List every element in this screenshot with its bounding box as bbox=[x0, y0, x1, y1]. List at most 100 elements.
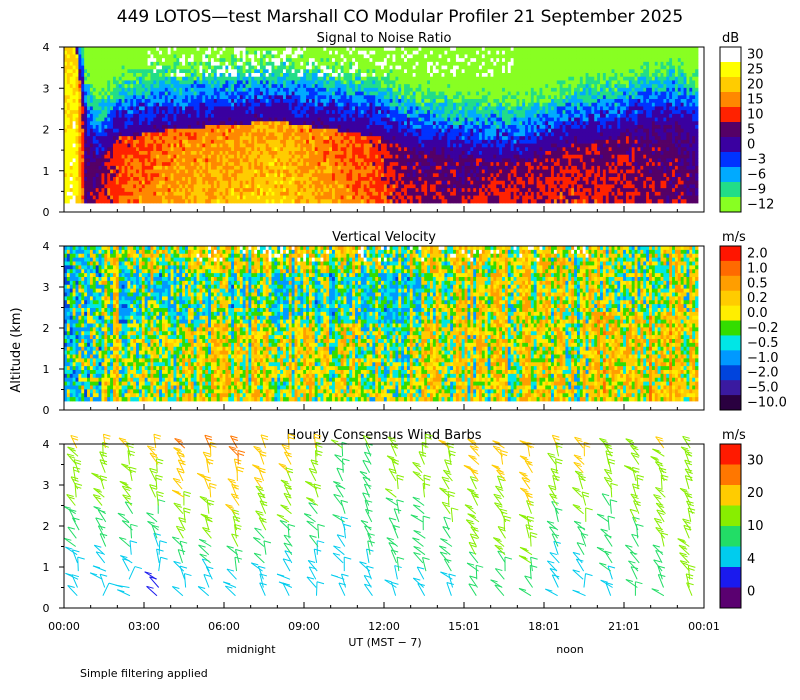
snr-cell bbox=[81, 191, 85, 196]
snr-cell bbox=[283, 47, 287, 52]
snr-cell bbox=[372, 191, 376, 196]
snr-cell bbox=[236, 121, 241, 126]
snr-cell bbox=[87, 132, 91, 137]
snr-cell bbox=[69, 50, 74, 55]
snr-cell bbox=[222, 191, 226, 196]
snr-cell bbox=[285, 199, 290, 204]
snr-cell bbox=[303, 54, 307, 59]
snr-cell bbox=[115, 165, 120, 170]
snr-cell bbox=[81, 106, 85, 111]
snr-cell bbox=[219, 143, 223, 148]
snr-cell bbox=[75, 180, 79, 185]
snr-cell bbox=[127, 191, 131, 196]
snr-cell bbox=[66, 61, 71, 66]
snr-cell bbox=[159, 76, 163, 81]
snr-cell bbox=[98, 162, 102, 167]
snr-cell bbox=[141, 65, 146, 70]
snr-cell bbox=[280, 184, 284, 189]
snr-cell bbox=[311, 121, 316, 126]
snr-cell bbox=[326, 132, 330, 137]
snr-cell bbox=[159, 165, 163, 170]
snr-cell bbox=[136, 99, 140, 104]
snr-cell bbox=[138, 61, 143, 66]
snr-cell bbox=[170, 58, 174, 63]
snr-cell bbox=[173, 73, 177, 78]
snr-cell bbox=[170, 106, 174, 111]
snr-cell bbox=[326, 91, 330, 96]
snr-cell bbox=[219, 106, 223, 111]
snr-cell bbox=[202, 54, 206, 59]
snr-cell bbox=[92, 73, 97, 78]
snr-cell bbox=[268, 125, 272, 130]
snr-cell bbox=[202, 61, 206, 66]
snr-cell bbox=[130, 47, 134, 52]
snr-cell bbox=[193, 84, 197, 89]
snr-cell bbox=[167, 165, 172, 170]
snr-cell bbox=[248, 184, 252, 189]
snr-cell bbox=[277, 113, 281, 118]
snr-cell bbox=[332, 65, 336, 70]
snr-cell bbox=[283, 110, 287, 115]
snr-cell bbox=[236, 58, 241, 63]
snr-cell bbox=[381, 113, 385, 118]
snr-cell bbox=[208, 136, 212, 141]
snr-cell bbox=[340, 84, 344, 89]
snr-cell bbox=[170, 143, 174, 148]
snr-cell bbox=[381, 173, 385, 178]
snr-cell bbox=[153, 169, 157, 174]
snr-cell bbox=[271, 173, 275, 178]
snr-cell bbox=[101, 76, 105, 81]
snr-cell bbox=[124, 184, 128, 189]
snr-cell bbox=[72, 65, 76, 70]
snr-cell bbox=[185, 132, 189, 137]
snr-cell bbox=[208, 139, 212, 144]
snr-cell bbox=[349, 54, 353, 59]
snr-cell bbox=[248, 110, 252, 115]
snr-cell bbox=[104, 65, 108, 70]
snr-cell bbox=[124, 47, 128, 52]
snr-cell bbox=[245, 147, 249, 152]
snr-cell bbox=[110, 136, 114, 141]
snr-cell bbox=[285, 139, 290, 144]
snr-cell bbox=[234, 188, 238, 193]
snr-cell bbox=[294, 117, 298, 122]
snr-cell bbox=[317, 180, 321, 185]
snr-cell bbox=[346, 117, 350, 122]
snr-cell bbox=[156, 184, 160, 189]
snr-cell bbox=[363, 54, 367, 59]
snr-cell bbox=[205, 191, 209, 196]
snr-cell bbox=[372, 95, 376, 100]
snr-cell bbox=[150, 84, 154, 89]
snr-cell bbox=[369, 58, 373, 63]
snr-cell bbox=[213, 147, 218, 152]
snr-cell bbox=[219, 121, 223, 126]
snr-cell bbox=[277, 184, 281, 189]
snr-cell bbox=[236, 73, 241, 78]
snr-cell bbox=[280, 84, 284, 89]
snr-cell bbox=[219, 139, 223, 144]
snr-cell bbox=[222, 58, 226, 63]
snr-cell bbox=[352, 95, 356, 100]
snr-cell bbox=[236, 80, 241, 85]
snr-cell bbox=[121, 128, 125, 133]
snr-cell bbox=[274, 177, 278, 182]
snr-cell bbox=[262, 69, 267, 74]
snr-cell bbox=[381, 165, 385, 170]
snr-cell bbox=[95, 84, 99, 89]
snr-cell bbox=[372, 87, 376, 92]
snr-cell bbox=[101, 113, 105, 118]
snr-cell bbox=[185, 50, 189, 55]
snr-cell bbox=[323, 154, 327, 159]
snr-cell bbox=[98, 121, 102, 126]
snr-cell bbox=[130, 180, 134, 185]
snr-cell bbox=[124, 61, 128, 66]
snr-cell bbox=[190, 69, 195, 74]
snr-cell bbox=[259, 158, 264, 163]
snr-cell bbox=[375, 147, 379, 152]
snr-cell bbox=[87, 125, 91, 130]
snr-cell bbox=[196, 87, 200, 92]
snr-cell bbox=[251, 128, 255, 133]
snr-cell bbox=[136, 110, 140, 115]
snr-cell bbox=[248, 113, 252, 118]
snr-cell bbox=[268, 54, 272, 59]
